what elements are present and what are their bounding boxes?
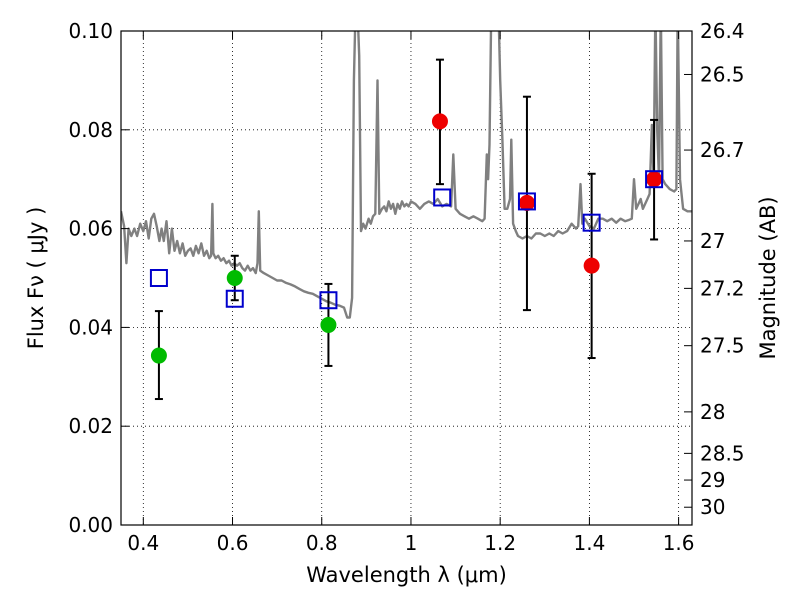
data-point-square — [319, 291, 338, 310]
x-tick-label: 1.6 — [663, 531, 695, 555]
y-tick-label: 0.00 — [68, 513, 113, 537]
data-point-square — [225, 289, 244, 308]
data-point-square — [149, 269, 168, 287]
data-point-circle — [431, 113, 448, 130]
y2-tick-label: 26.5 — [700, 62, 745, 86]
y2-tick-label: 27.5 — [700, 334, 745, 358]
data-point-circle — [150, 347, 167, 364]
x-axis-label: Wavelength λ (μm) — [306, 563, 507, 587]
x-tick-label: 0.6 — [217, 531, 249, 555]
spectrum-line — [121, 31, 692, 319]
y2-tick-label: 29 — [700, 468, 725, 492]
data-point-circle — [646, 171, 663, 188]
data-point-square — [645, 170, 664, 189]
axes-frame — [120, 30, 693, 526]
y-tick-label: 0.08 — [68, 118, 113, 142]
x-tick-label: 1.2 — [484, 531, 516, 555]
y2-tick-label: 28.5 — [700, 441, 745, 465]
data-point-circle — [226, 270, 243, 286]
y2-tick-label: 30 — [700, 495, 725, 519]
data-point-circle — [518, 194, 535, 211]
data-point-square — [433, 188, 452, 207]
y2-tick-label: 26.4 — [700, 19, 745, 43]
y-tick-label: 0.10 — [68, 19, 113, 43]
data-point-square — [582, 213, 601, 232]
y2-tick-label: 27 — [700, 229, 725, 253]
y-axis-label: Flux Fν ( μJy ) — [24, 207, 48, 350]
x-tick-label: 1.4 — [573, 531, 605, 555]
y-tick-label: 0.06 — [68, 217, 113, 241]
y2-tick-label: 26.7 — [700, 138, 745, 162]
x-tick-label: 0.4 — [127, 531, 159, 555]
y2-tick-label: 27.2 — [700, 276, 745, 300]
y-tick-label: 0.02 — [68, 414, 113, 438]
data-point-circle — [320, 316, 337, 333]
x-tick-label: 1 — [405, 531, 418, 555]
grid-lines — [121, 31, 692, 525]
y2-axis-label: Magnitude (AB) — [756, 196, 780, 359]
data-point-square — [517, 192, 536, 211]
y2-tick-label: 28 — [700, 400, 725, 424]
plot-area — [121, 31, 692, 401]
x-tick-label: 0.8 — [306, 531, 338, 555]
y-tick-label: 0.04 — [68, 315, 113, 339]
data-point-circle — [583, 257, 600, 274]
ticks: 0.4 0.6 0.8 1 1.2 1.4 1.6 0.00 0.02 0.04 0.06 0.08 0… — [68, 19, 744, 555]
